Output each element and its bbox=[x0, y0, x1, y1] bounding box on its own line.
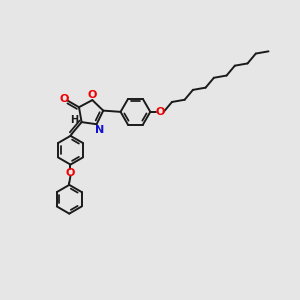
Text: O: O bbox=[88, 90, 97, 100]
Text: H: H bbox=[70, 115, 78, 125]
Text: N: N bbox=[95, 125, 104, 135]
Text: O: O bbox=[66, 167, 75, 178]
Text: O: O bbox=[155, 107, 164, 117]
Text: O: O bbox=[59, 94, 69, 104]
